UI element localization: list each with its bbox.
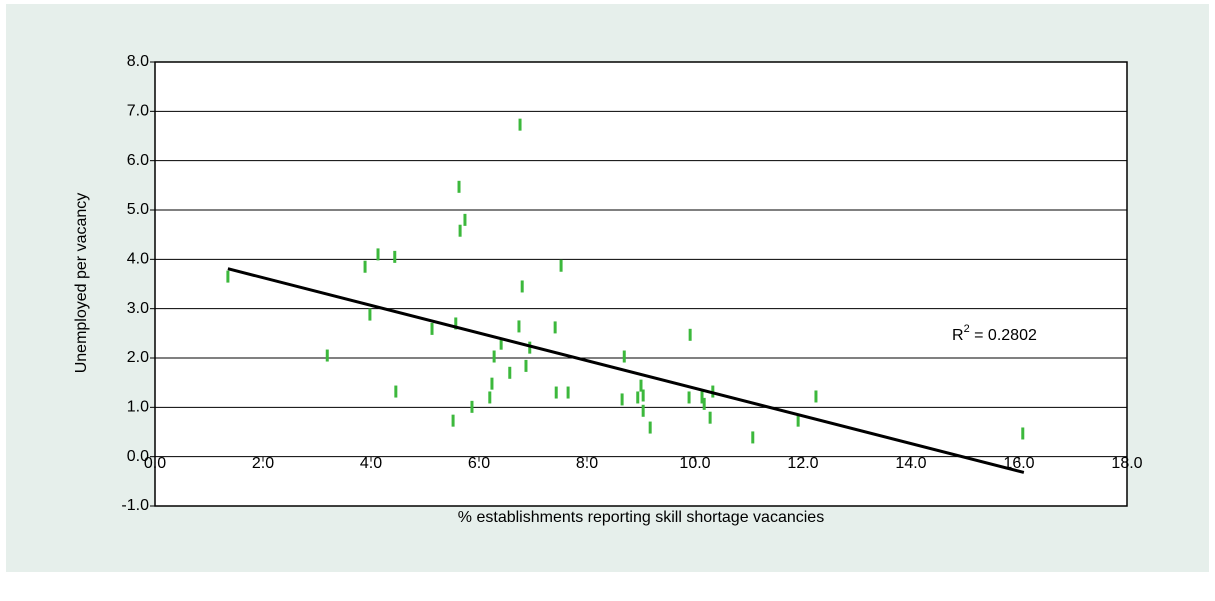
- y-tick-label: 5.0: [127, 201, 149, 218]
- y-tick-label: 3.0: [127, 300, 149, 317]
- y-tick-label: -1.0: [121, 497, 149, 514]
- trendline: [227, 267, 1025, 474]
- y-tick-label: 4.0: [127, 251, 149, 268]
- plot-area: [155, 62, 1127, 506]
- y-tick-label: 0.0: [127, 448, 149, 465]
- y-tick-label: 1.0: [127, 399, 149, 416]
- x-tick-label: 16.0: [1003, 455, 1034, 472]
- x-tick-label: 8.0: [576, 455, 598, 472]
- y-axis-label: Unemployed per vacancy: [73, 193, 90, 374]
- x-tick-label: 10.0: [679, 455, 710, 472]
- plot-border: [154, 61, 1128, 507]
- y-tick-label: 7.0: [127, 103, 149, 120]
- y-tick-label: 2.0: [127, 349, 149, 366]
- annotation-rest: = 0.2802: [970, 327, 1037, 344]
- annotation-base: R: [952, 327, 964, 344]
- y-tick-label: 6.0: [127, 152, 149, 169]
- x-tick-label: 6.0: [468, 455, 490, 472]
- annotation: R2 = 0.2802: [952, 323, 1037, 344]
- annotation-sup: 2: [964, 323, 970, 335]
- x-tick-label: 14.0: [895, 455, 926, 472]
- x-tick-label: 12.0: [787, 455, 818, 472]
- x-tick-label: 4.0: [360, 455, 382, 472]
- y-tick-label: 8.0: [127, 53, 149, 70]
- x-axis-label: % establishments reporting skill shortag…: [458, 509, 824, 526]
- x-tick-label: 2.0: [252, 455, 274, 472]
